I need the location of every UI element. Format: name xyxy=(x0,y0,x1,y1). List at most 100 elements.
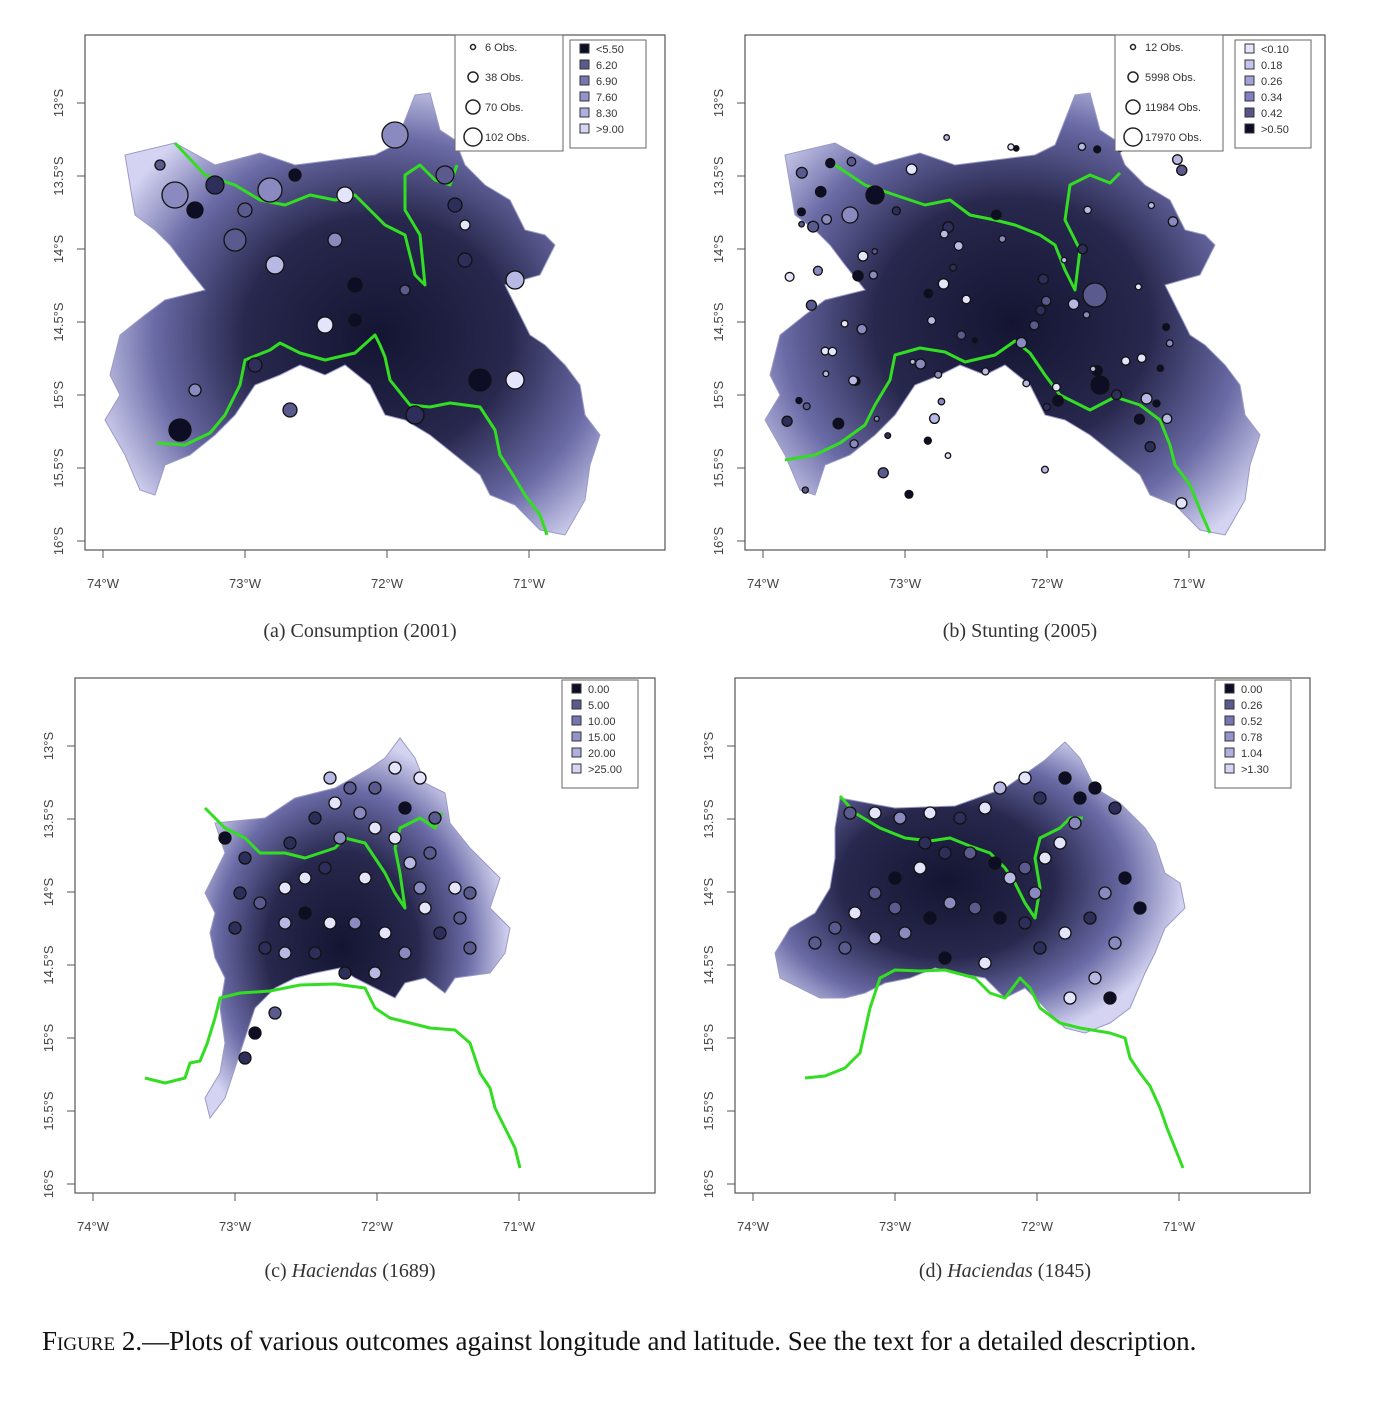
observation-marker xyxy=(1035,304,1046,316)
size-legend-label: 17970 Obs. xyxy=(1145,132,1202,144)
color-legend-label: 20.00 xyxy=(588,748,616,760)
observation-marker xyxy=(1098,886,1112,900)
province-boundary xyxy=(804,968,1185,1169)
color-legend-swatch xyxy=(1224,763,1235,774)
observation-marker xyxy=(1033,791,1047,805)
province-boundary xyxy=(203,806,444,910)
observation-marker xyxy=(348,916,362,930)
figure-caption-text: .—Plots of various outcomes against long… xyxy=(135,1326,1197,1356)
observation-marker xyxy=(993,781,1007,795)
observation-marker xyxy=(258,941,272,955)
color-legend-label: 0.18 xyxy=(1261,60,1282,72)
observation-marker xyxy=(1171,154,1183,166)
color-legend-swatch xyxy=(571,763,582,774)
observation-marker xyxy=(848,375,859,386)
color-legend-swatch xyxy=(1224,731,1235,742)
color-legend-swatch xyxy=(571,715,582,726)
y-tick-label: 15.5°S xyxy=(51,448,66,488)
observation-marker xyxy=(978,956,992,970)
color-legend-label: 1.04 xyxy=(1241,748,1262,760)
observation-marker xyxy=(913,861,927,875)
observation-marker xyxy=(988,856,1002,870)
observation-marker xyxy=(1152,399,1161,408)
observation-marker xyxy=(1067,298,1080,311)
observation-marker xyxy=(814,185,827,198)
observation-marker xyxy=(953,811,967,825)
y-tick-label: 13°S xyxy=(701,732,716,761)
observation-marker xyxy=(468,368,492,392)
observation-marker xyxy=(447,197,463,213)
observation-marker xyxy=(1140,392,1153,405)
observation-marker xyxy=(316,316,334,334)
color-legend-label: 0.00 xyxy=(588,684,609,696)
observation-marker xyxy=(433,926,447,940)
observation-marker xyxy=(852,270,864,282)
observation-marker xyxy=(283,836,297,850)
observation-marker xyxy=(1133,901,1147,915)
color-legend-label: >1.30 xyxy=(1241,764,1269,776)
observation-marker xyxy=(247,357,263,373)
observation-marker xyxy=(888,901,902,915)
observation-marker xyxy=(343,781,357,795)
observation-marker xyxy=(347,277,363,293)
observation-marker xyxy=(827,346,838,357)
observation-marker xyxy=(1037,273,1049,285)
observation-marker xyxy=(1042,402,1051,412)
y-tick-label: 14°S xyxy=(41,878,56,907)
region-shape xyxy=(764,92,1261,536)
y-tick-label: 15.5°S xyxy=(41,1091,56,1131)
observation-marker xyxy=(914,358,927,370)
color-legend-swatch xyxy=(579,43,590,54)
observation-marker xyxy=(923,436,933,445)
observation-marker xyxy=(328,796,342,810)
color-legend-label: 0.42 xyxy=(1261,108,1282,120)
observation-marker xyxy=(288,168,302,182)
observation-marker xyxy=(453,911,467,925)
observation-marker xyxy=(1038,851,1052,865)
y-tick-label: 14°S xyxy=(711,235,726,264)
observation-marker xyxy=(812,265,824,276)
y-tick-label: 16°S xyxy=(51,527,66,556)
color-legend-swatch xyxy=(579,91,590,102)
observation-marker xyxy=(891,206,901,216)
caption-c-prefix: (c) xyxy=(264,1260,292,1282)
color-legend-swatch xyxy=(1244,59,1255,70)
observation-marker xyxy=(228,921,242,935)
observation-marker xyxy=(1088,781,1102,795)
observation-marker xyxy=(435,165,455,185)
map-region xyxy=(764,92,1261,536)
y-tick-label: 13.5°S xyxy=(51,156,66,196)
y-tick-label: 13.5°S xyxy=(41,799,56,839)
observation-marker xyxy=(1077,243,1088,255)
observation-marker xyxy=(253,896,267,910)
observation-marker xyxy=(905,163,918,176)
observation-marker xyxy=(840,319,849,328)
color-legend-swatch xyxy=(571,731,582,742)
observation-marker xyxy=(154,159,166,171)
y-tick-label: 16°S xyxy=(701,1170,716,1199)
observation-marker xyxy=(1175,497,1188,510)
y-tick-label: 16°S xyxy=(711,527,726,556)
y-tick-label: 15°S xyxy=(711,381,726,410)
color-legend-swatch xyxy=(1224,715,1235,726)
color-legend-swatch xyxy=(571,747,582,758)
color-legend-swatch xyxy=(1244,91,1255,102)
observation-marker xyxy=(348,313,362,327)
province-boundary xyxy=(156,333,549,536)
observation-marker xyxy=(353,806,367,820)
observation-marker xyxy=(336,186,354,204)
observation-marker xyxy=(1022,379,1031,388)
color-legend-label: 6.90 xyxy=(596,76,617,88)
observation-marker xyxy=(463,886,477,900)
observation-marker xyxy=(846,156,857,167)
observation-marker xyxy=(838,941,852,955)
size-legend-label: 5998 Obs. xyxy=(1145,72,1196,84)
caption-a-main: Consumption xyxy=(290,620,399,642)
observation-marker xyxy=(993,911,1007,925)
size-legend-symbol xyxy=(1127,71,1139,83)
color-legend-label: 0.52 xyxy=(1241,716,1262,728)
observation-marker xyxy=(223,228,247,252)
observation-marker xyxy=(405,405,425,425)
y-tick-label: 13°S xyxy=(711,89,726,118)
province-boundary xyxy=(144,982,522,1169)
